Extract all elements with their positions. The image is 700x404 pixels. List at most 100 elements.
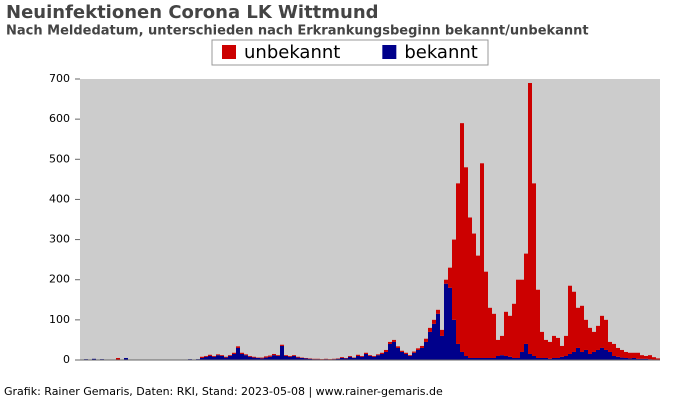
bar [232,353,236,354]
bar [556,338,560,358]
bar [348,356,352,357]
bar [540,332,544,358]
y-tick-label: 700 [49,72,70,85]
bar [412,353,416,360]
bar [424,339,428,342]
bar [384,350,388,352]
bar [408,356,412,360]
bar [380,354,384,360]
bar [496,356,500,360]
bar [608,342,612,352]
bar [612,356,616,360]
bar [632,353,636,358]
bar [436,314,440,360]
bar [600,316,604,348]
bar [240,353,244,354]
bar [612,344,616,356]
bar [548,342,552,359]
bar [448,268,452,288]
y-tick-label: 200 [49,273,70,286]
bar [236,348,240,360]
bar [216,355,220,360]
bar [216,354,220,355]
bar [592,352,596,360]
bar [208,356,212,360]
bar [564,356,568,360]
bar [396,348,400,360]
bar [588,354,592,360]
bar [544,340,548,358]
bar [280,345,284,346]
bar [368,356,372,360]
bar [296,357,300,358]
legend-label: bekannt [404,42,478,63]
bar [400,352,404,360]
bar [504,356,508,360]
bar [200,357,204,358]
bar [252,357,256,358]
bar [292,355,296,356]
bar [368,355,372,356]
bar [648,355,652,359]
bar [416,348,420,350]
bar [288,356,292,357]
bar [360,356,364,357]
bar [656,358,660,359]
bar [464,167,468,356]
bar [576,348,580,360]
bar [204,356,208,357]
bar [392,342,396,360]
bar [228,356,232,360]
bar [340,357,344,358]
bar [652,357,656,359]
bar [248,356,252,357]
bar [364,353,368,354]
chart-subtitle: Nach Meldedatum, unterschieden nach Erkr… [6,24,589,39]
bar [208,355,212,356]
y-tick-label: 400 [49,192,70,205]
bar [528,354,532,360]
bar [380,353,384,354]
bar [596,326,600,350]
bar [280,346,284,360]
bar [640,355,644,359]
bar [572,292,576,352]
bar [228,355,232,356]
bar [220,355,224,356]
bar [468,217,472,358]
bar [416,350,420,360]
bar [500,355,504,360]
bar [388,342,392,344]
bar [580,352,584,360]
bar [596,350,600,360]
bar [220,356,224,360]
bar [240,354,244,360]
bar [408,355,412,356]
bar [592,332,596,352]
bar [560,346,564,357]
bar [492,314,496,358]
bar [424,342,428,360]
bar [432,324,436,360]
bar [440,330,444,336]
bar [356,356,360,360]
bar [236,346,240,348]
bar [276,355,280,356]
bar [244,354,248,355]
bar [476,256,480,358]
bar [584,350,588,360]
bar [376,355,380,360]
bar [452,320,456,360]
bar [628,353,632,359]
bar [624,352,628,358]
bar [480,163,484,358]
bar [400,351,404,352]
bar [580,306,584,352]
bar [420,348,424,360]
bar [232,354,236,360]
bar [420,346,424,348]
bar [456,344,460,360]
bar [532,183,536,356]
y-tick-label: 300 [49,233,70,246]
